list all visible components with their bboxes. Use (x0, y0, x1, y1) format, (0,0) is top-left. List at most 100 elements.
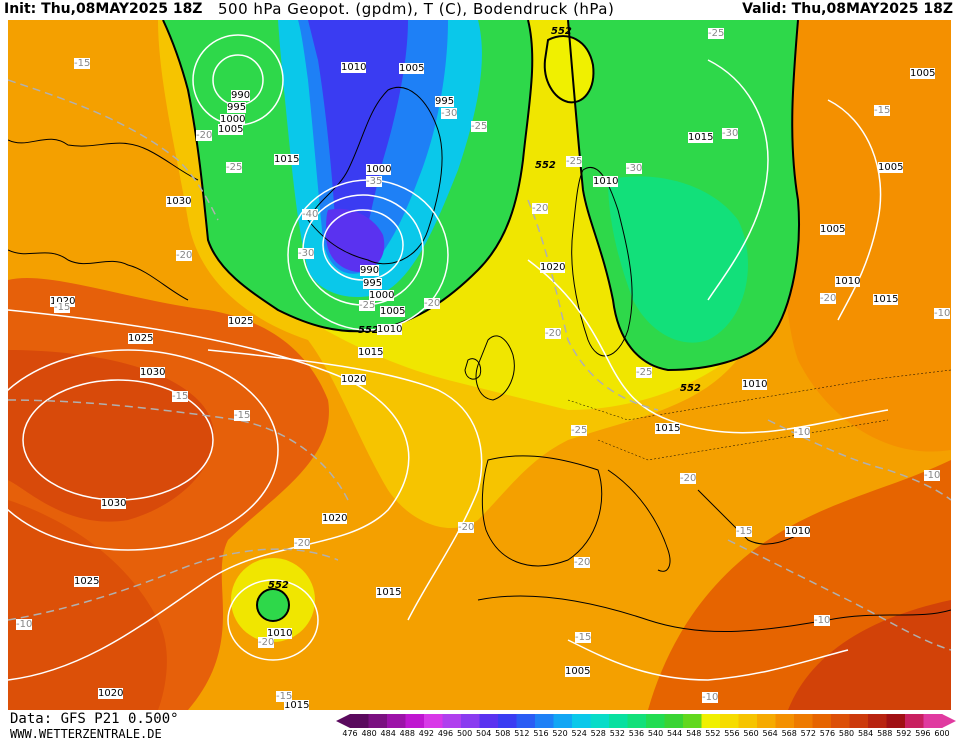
pressure-label: 1015 (274, 154, 299, 165)
scale-swatch (924, 714, 943, 728)
scale-swatch (591, 714, 610, 728)
scale-swatch (443, 714, 462, 728)
scale-swatch (905, 714, 924, 728)
pressure-label: 1020 (341, 374, 366, 385)
pressure-label: 990 (231, 90, 250, 101)
map-footer: Data: GFS P21 0.500° WWW.WETTERZENTRALE.… (0, 710, 959, 741)
temperature-label: -15 (575, 632, 591, 643)
pressure-label: 1030 (101, 498, 126, 509)
pressure-label: 1020 (98, 688, 123, 699)
temperature-label: -25 (708, 28, 724, 39)
pressure-label: 990 (360, 265, 379, 276)
scale-swatch (369, 714, 388, 728)
scale-swatch (702, 714, 721, 728)
pressure-label: 1005 (820, 224, 845, 235)
pressure-label: 1010 (341, 62, 366, 73)
pressure-label: 1015 (358, 347, 383, 358)
pressure-label: 995 (363, 278, 382, 289)
scale-tick-label: 600 (930, 729, 954, 738)
temperature-label: -30 (626, 163, 642, 174)
temperature-label: -15 (74, 58, 90, 69)
pressure-label: 1030 (140, 367, 165, 378)
pressure-label: 1010 (835, 276, 860, 287)
scale-swatch (720, 714, 739, 728)
scale-swatch (665, 714, 684, 728)
site-url: WWW.WETTERZENTRALE.DE (10, 727, 162, 741)
scale-swatch (831, 714, 850, 728)
pressure-label: 1020 (540, 262, 565, 273)
temperature-label: -20 (258, 637, 274, 648)
scale-swatch (646, 714, 665, 728)
scale-swatch (387, 714, 406, 728)
scale-swatch (757, 714, 776, 728)
scale-swatch (406, 714, 425, 728)
pressure-label: 995 (435, 96, 454, 107)
temperature-label: -35 (366, 176, 382, 187)
pressure-label: 1005 (399, 63, 424, 74)
temperature-label: -10 (924, 470, 940, 481)
scale-swatch (739, 714, 758, 728)
temperature-label: -25 (636, 367, 652, 378)
scale-arrow-high (942, 714, 956, 728)
pressure-label: 1015 (873, 294, 898, 305)
scale-swatch (628, 714, 647, 728)
temperature-label: -20 (532, 203, 548, 214)
scale-swatch (535, 714, 554, 728)
temperature-label: -25 (471, 121, 487, 132)
color-scale-ticks: 476 480 484 488 492 496 500 504 508 512 516 520 524 5… (336, 729, 956, 740)
scale-swatch (517, 714, 536, 728)
temperature-label: -10 (934, 308, 950, 319)
pressure-label: 1005 (380, 306, 405, 317)
scale-swatch (850, 714, 869, 728)
temperature-label: -15 (874, 105, 890, 116)
scale-swatch (887, 714, 906, 728)
temperature-label: -15 (736, 526, 752, 537)
pressure-label: 1005 (565, 666, 590, 677)
pressure-label: 1015 (655, 423, 680, 434)
geopotential-label: 552 (535, 160, 556, 171)
pressure-label: 1000 (366, 164, 391, 175)
pressure-label: 1005 (910, 68, 935, 79)
temperature-label: -20 (294, 538, 310, 549)
temperature-label: -30 (441, 108, 457, 119)
scale-swatch (572, 714, 591, 728)
map-title: 500 hPa Geopot. (gpdm), T (C), Bodendruc… (218, 0, 614, 18)
temperature-label: -10 (814, 615, 830, 626)
scale-swatch (480, 714, 499, 728)
pressure-label: 1020 (322, 513, 347, 524)
geopotential-label: 552 (358, 325, 379, 336)
temperature-label: -20 (574, 557, 590, 568)
pressure-label: 1030 (166, 196, 191, 207)
scale-swatch (498, 714, 517, 728)
pressure-label: 1025 (128, 333, 153, 344)
pressure-label: 1005 (218, 124, 243, 135)
temperature-label: -25 (226, 162, 242, 173)
geopotential-label: 552 (680, 383, 701, 394)
geopotential-label: 552 (268, 580, 289, 591)
color-scale-bar (336, 714, 956, 728)
temperature-label: -20 (424, 298, 440, 309)
scale-swatch (813, 714, 832, 728)
temperature-label: -15 (54, 302, 70, 313)
temperature-label: -30 (298, 248, 314, 259)
temperature-label: -10 (794, 427, 810, 438)
scale-swatch (609, 714, 628, 728)
pressure-label: 1025 (228, 316, 253, 327)
temperature-label: -30 (722, 128, 738, 139)
pressure-label: 1005 (878, 162, 903, 173)
map-header: Init: Thu,08MAY2025 18Z 500 hPa Geopot. … (0, 0, 959, 20)
scale-swatch (350, 714, 369, 728)
temperature-label: -20 (196, 130, 212, 141)
pressure-label: 1025 (74, 576, 99, 587)
weather-map: 552 552 552 552 552 1010 1005 990 995 10… (8, 20, 951, 710)
data-source: Data: GFS P21 0.500° (10, 711, 179, 727)
scale-swatch (683, 714, 702, 728)
geopotential-label: 552 (551, 26, 572, 37)
temperature-label: -25 (571, 425, 587, 436)
temperature-label: -10 (702, 692, 718, 703)
temperature-label: -20 (458, 522, 474, 533)
scale-swatch (776, 714, 795, 728)
pressure-label: 995 (227, 102, 246, 113)
init-time: Init: Thu,08MAY2025 18Z (4, 1, 202, 17)
pressure-label: 1010 (377, 324, 402, 335)
